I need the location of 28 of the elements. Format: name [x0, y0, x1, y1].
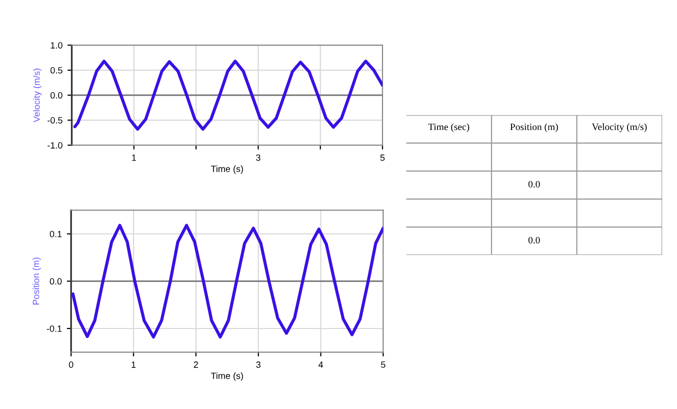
- x-tick-label: 0: [68, 361, 74, 368]
- y-tick-label: 1.0: [50, 42, 62, 49]
- category-label: Velocity (m/s): [592, 123, 647, 132]
- y-tick-label: -0.1: [46, 325, 62, 332]
- x-axis-title: Time (s): [210, 165, 243, 174]
- x-tick-label: 5: [381, 362, 386, 368]
- category-label: Position (m): [510, 123, 558, 132]
- y-tick-label: -1.0: [48, 142, 62, 149]
- x-tick-label: 4: [318, 362, 324, 368]
- y-tick-label: -0.5: [48, 117, 62, 124]
- y-tick-label: 0.0: [50, 278, 62, 285]
- y-tick-label: 0.0: [50, 92, 62, 99]
- category-label: Time (sec): [428, 123, 470, 132]
- x-tick-label: 3: [256, 154, 260, 161]
- x-tick-label: 1: [132, 154, 136, 161]
- text: 0.0: [528, 236, 540, 244]
- line-series: [73, 60, 383, 131]
- y-tick-label: 0.5: [50, 67, 62, 74]
- line-series: [71, 224, 384, 339]
- x-axis-title: Time (s): [210, 372, 243, 381]
- x-tick-label: 2: [194, 361, 198, 368]
- x-tick-label: 5: [380, 154, 385, 161]
- text: 0.0: [528, 180, 540, 188]
- y-tick-label: 0.1: [50, 230, 62, 238]
- y-axis-title: Position (m): [32, 258, 41, 305]
- x-tick-label: 1: [132, 362, 136, 368]
- x-tick-label: 3: [256, 361, 260, 368]
- y-axis-title: Velocity (m/s): [33, 68, 42, 122]
